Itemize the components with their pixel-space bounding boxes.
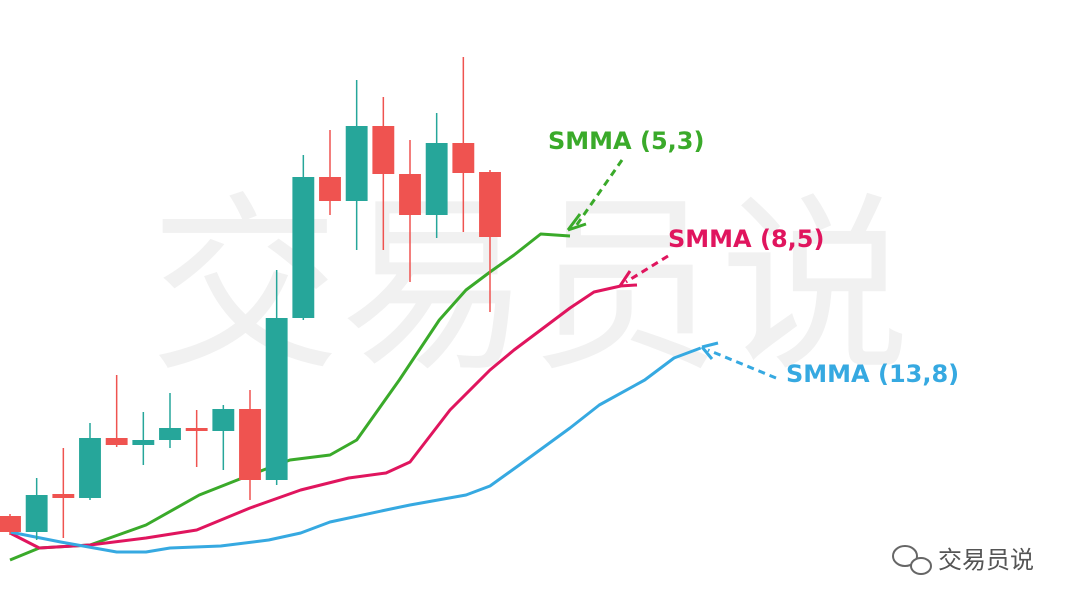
brand-text: 交易员说: [938, 546, 1034, 574]
candle-body: [132, 440, 155, 445]
icon-bubble: [892, 545, 918, 567]
arrow-head: [618, 270, 638, 288]
candle-body: [292, 177, 315, 318]
candle-body: [399, 174, 421, 215]
candle-body: [159, 428, 181, 440]
arrow: [625, 254, 669, 284]
brand-icon: [892, 545, 932, 575]
candle-body: [479, 172, 501, 237]
candle-body: [265, 318, 288, 480]
candle-body: [212, 409, 235, 431]
arrow-head: [700, 341, 719, 360]
arrow: [707, 348, 777, 380]
candle-body: [0, 516, 21, 532]
arrow: [574, 159, 624, 227]
series-label: SMMA (13,8): [786, 360, 959, 388]
arrows: [566, 159, 777, 380]
candle-body: [105, 438, 128, 445]
candle-body: [372, 126, 395, 174]
smma-line: [9, 346, 702, 554]
candle-body: [345, 126, 368, 201]
candle-body: [79, 438, 101, 498]
series-label: SMMA (8,5): [668, 225, 824, 253]
candle-body: [185, 428, 208, 431]
smma-line: [9, 232, 571, 562]
candle-body: [25, 495, 48, 532]
candle-body: [52, 494, 75, 498]
smma-line: [9, 284, 622, 550]
plot: [0, 57, 702, 562]
candle-body: [452, 143, 475, 173]
candle-body: [425, 143, 448, 215]
series-label: SMMA (5,3): [548, 127, 704, 155]
candle-body: [319, 177, 341, 201]
arrow-head: [566, 213, 587, 232]
candle-body: [239, 409, 261, 480]
icon-bubble: [910, 557, 932, 575]
